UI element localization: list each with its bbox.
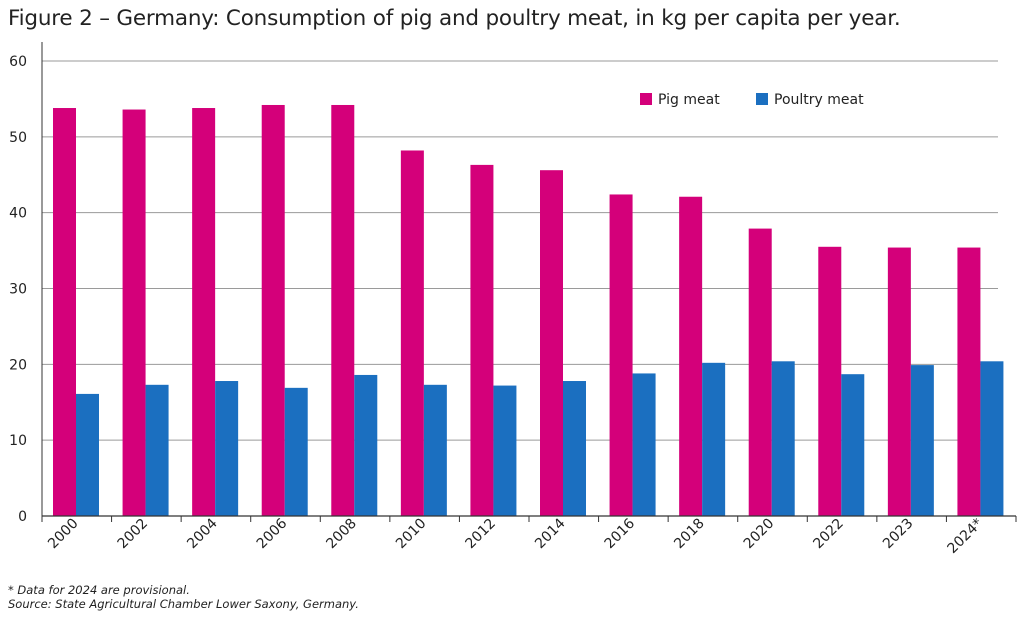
x-tick-label: 2006	[254, 515, 291, 552]
x-tick-label: 2016	[602, 515, 639, 552]
y-tick-label: 40	[9, 206, 27, 222]
y-tick-label: 30	[9, 282, 27, 298]
bar-pig-meat	[887, 247, 911, 517]
y-tick-label: 20	[9, 357, 27, 373]
bars	[53, 104, 1004, 517]
x-tick-label: 2024*	[945, 516, 986, 557]
legend-label: Poultry meat	[774, 92, 864, 108]
x-tick-label: 2010	[393, 516, 430, 553]
bar-pig-meat	[261, 104, 285, 516]
y-tick-label: 10	[9, 433, 27, 449]
footnotes: * Data for 2024 are provisional. Source:…	[8, 583, 359, 611]
bar-pig-meat	[122, 109, 146, 517]
x-tick-label: 2020	[741, 516, 778, 553]
bar-poultry-meat	[76, 393, 99, 516]
bar-pig-meat	[748, 228, 772, 516]
x-tick-label: 2004	[184, 515, 221, 552]
bar-poultry-meat	[284, 387, 308, 516]
y-tick-label: 60	[9, 54, 27, 70]
bar-poultry-meat	[563, 381, 586, 516]
y-axis-ticks: 0 10 20 30 40 50 60	[9, 54, 27, 525]
legend-swatch	[640, 93, 652, 105]
x-axis	[41, 515, 1017, 522]
y-tick-label: 50	[9, 130, 27, 146]
x-tick-label: 2023	[880, 516, 917, 553]
bar-pig-meat	[192, 108, 216, 517]
x-axis-ticks: 2000 2002 2004 2006 2008 2010 2012 2014 2016 2018…	[45, 515, 986, 557]
bar-poultry-meat	[910, 365, 934, 516]
bar-poultry-meat	[632, 373, 656, 516]
bar-poultry-meat	[215, 381, 239, 516]
legend: Pig meat Poultry meat	[640, 92, 864, 108]
provisional-note: * Data for 2024 are provisional.	[8, 583, 190, 597]
bar-pig-meat	[470, 164, 494, 516]
bar-pig-meat	[331, 104, 355, 516]
x-tick-label: 2008	[323, 516, 360, 553]
source-note: Source: State Agricultural Chamber Lower…	[8, 597, 359, 611]
bar-pig-meat	[53, 108, 76, 517]
bar-pig-meat	[540, 170, 563, 516]
x-tick-label: 2012	[463, 516, 500, 553]
chart-title: Figure 2 – Germany: Consumption of pig a…	[8, 6, 901, 31]
legend-label: Pig meat	[658, 92, 720, 108]
x-tick-label: 2022	[810, 516, 847, 553]
bar-pig-meat	[679, 196, 703, 516]
bar-poultry-meat	[841, 374, 865, 516]
x-tick-label: 2000	[45, 516, 82, 553]
bar-pig-meat	[609, 194, 633, 516]
bar-pig-meat	[818, 246, 842, 516]
legend-swatch	[756, 93, 768, 105]
bar-poultry-meat	[145, 384, 169, 516]
bar-poultry-meat	[980, 361, 1004, 516]
x-tick-label: 2014	[532, 515, 569, 552]
bar-poultry-meat	[771, 361, 795, 516]
bar-poultry-meat	[493, 385, 517, 516]
x-tick-label: 2002	[115, 516, 152, 553]
bar-poultry-meat	[702, 362, 726, 516]
bar-poultry-meat	[354, 374, 378, 516]
x-tick-label: 2018	[671, 516, 708, 553]
bar-pig-meat	[400, 150, 424, 516]
bar-poultry-meat	[423, 384, 447, 516]
bar-pig-meat	[957, 247, 981, 517]
y-tick-label: 0	[18, 509, 27, 525]
